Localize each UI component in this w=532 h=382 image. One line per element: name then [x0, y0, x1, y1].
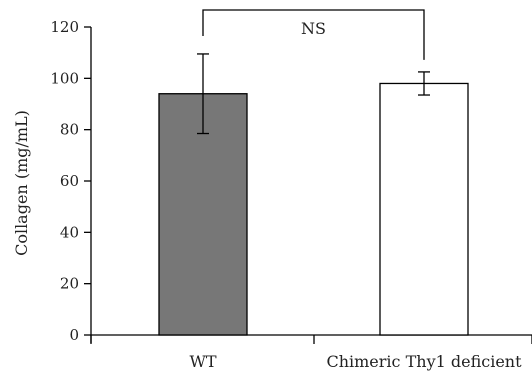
significance-label: NS — [301, 19, 326, 38]
x-labels: WT Chimeric Thy1 deficient — [189, 352, 522, 371]
significance-annotation: NS — [202, 9, 425, 60]
y-ticks: 0 20 40 60 80 100 120 — [50, 18, 91, 344]
y-axis-title: Collagen (mg/mL) — [12, 110, 31, 256]
significance-bracket — [202, 9, 425, 60]
y-tick-label: 80 — [60, 121, 79, 139]
y-tick-label: 60 — [60, 172, 79, 190]
y-tick-label: 0 — [69, 326, 79, 344]
x-category-label: Chimeric Thy1 deficient — [326, 352, 522, 371]
error-bars — [197, 53, 430, 135]
y-tick-label: 20 — [60, 275, 79, 293]
y-tick-label: 100 — [50, 69, 79, 87]
bars — [158, 82, 469, 336]
x-category-label: WT — [189, 352, 216, 371]
bar-1 — [379, 82, 469, 336]
y-tick-label: 40 — [60, 223, 79, 241]
y-tick-label: 120 — [50, 18, 79, 36]
